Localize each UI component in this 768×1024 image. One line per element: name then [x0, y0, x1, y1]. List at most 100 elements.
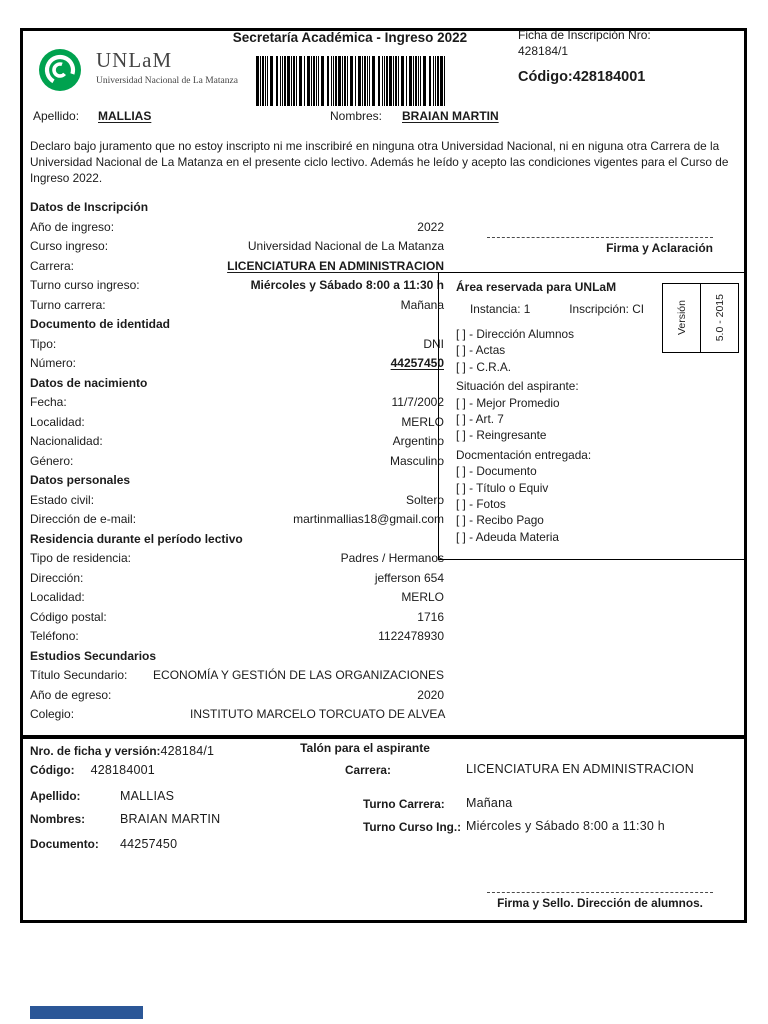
section-heading: Documento de identidad	[30, 317, 171, 331]
talon-turno-curso-label: Turno Curso Ing.:	[363, 820, 462, 834]
field-label: Tipo de residencia:	[30, 551, 131, 565]
unlam-logo-icon	[39, 49, 81, 91]
field-row: Dirección de e-mail: martinmallias18@gmai…	[30, 510, 444, 530]
field-row: Colegio: INSTITUTO MARCELO TORCUATO DE AL…	[30, 705, 446, 725]
field-label: Teléfono:	[30, 629, 79, 643]
talon-divider	[20, 735, 747, 739]
field-row: Dirección: jefferson 654	[30, 569, 444, 589]
field-label: Año de ingreso:	[30, 219, 115, 234]
field-label: Localidad:	[30, 414, 85, 429]
field-label: Fecha:	[30, 395, 67, 409]
field-label: Estado civil:	[30, 492, 95, 507]
field-row: Carrera: LICENCIATURA EN ADMINISTRACION	[30, 257, 444, 277]
field-label: Año de egreso:	[30, 687, 112, 702]
signature-line	[487, 229, 713, 238]
field-value: Masculino	[389, 453, 444, 468]
section-heading: Estudios Secundarios	[30, 648, 157, 663]
talon-nombres-label: Nombres:	[30, 812, 86, 826]
section-heading: Datos de Inscripción	[30, 200, 149, 214]
field-label: Código postal:	[30, 609, 107, 624]
field-row: Año de ingreso: 2022	[30, 218, 444, 238]
field-row: Turno carrera: Mañana	[30, 296, 444, 316]
field-value: INSTITUTO MARCELO TORCUATO DE ALVEAR	[190, 707, 446, 721]
field-value: ECONOMÍA Y GESTIÓN DE LAS ORGANIZACIONES	[153, 668, 444, 682]
section-heading: Residencia durante el período lectivo	[30, 531, 243, 546]
signature-line	[487, 884, 713, 893]
ficha-number-value: 428184/1	[518, 43, 569, 58]
field-label: Colegio:	[30, 707, 75, 721]
firma-aclaracion-label: Firma y Aclaración	[606, 241, 713, 255]
field-row: Género: Masculino	[30, 452, 444, 472]
reserved-area-heading: Área reservada para UNLaM	[456, 280, 617, 294]
version-box: Versión 5.0 - 2015	[662, 283, 739, 353]
checkbox-item: [ ] - Documento	[456, 464, 537, 479]
field-label: Género:	[30, 453, 74, 468]
apellido-value: MALLIAS	[98, 109, 152, 123]
field-row: Tipo de residencia: Padres / Hermanos	[30, 549, 444, 569]
talon-title: Talón para el aspirante	[300, 741, 430, 755]
field-label: Número:	[30, 356, 77, 370]
footer-accent-bar	[30, 1006, 143, 1019]
field-value: MERLO	[401, 414, 444, 429]
talon-documento-label: Documento:	[30, 837, 99, 851]
field-value: Argentino	[392, 434, 444, 448]
field-row: Fecha: 11/7/2002	[30, 393, 444, 413]
instancia-value: Instancia: 1	[470, 302, 531, 316]
field-value: martinmallias18@gmail.com	[293, 512, 444, 526]
field-label: Dirección de e-mail:	[30, 512, 137, 526]
logo-acronym: UNLaM	[96, 48, 173, 72]
reserved-area-box: Área reservada para UNLaM Instancia: 1 I…	[438, 272, 747, 560]
field-value: 11/7/2002	[391, 395, 445, 409]
version-label: Versión	[675, 300, 688, 336]
talon-turno-curso-value: Miércoles y Sábado 8:00 a 11:30 h	[466, 819, 665, 833]
field-value: Padres / Hermanos	[340, 551, 444, 565]
field-value: Miércoles y Sábado 8:00 a 11:30 h	[250, 278, 444, 292]
checkbox-item: [ ] - Mejor Promedio	[456, 395, 560, 410]
field-label: Turno carrera:	[30, 297, 106, 312]
talon-carrera-label: Carrera:	[345, 763, 391, 777]
field-row: Curso ingreso: Universidad Nacional de La…	[30, 237, 444, 257]
talon-carrera-value: LICENCIATURA EN ADMINISTRACION	[466, 762, 695, 776]
field-value: LICENCIATURA EN ADMINISTRACION	[227, 258, 444, 273]
field-value: 1122478930	[378, 629, 444, 643]
section-heading: Datos de nacimiento	[30, 375, 148, 390]
field-value: jefferson 654	[374, 570, 444, 585]
nombres-value: BRAIAN MARTIN	[402, 109, 499, 123]
talon-apellido-value: MALLIAS	[120, 789, 175, 803]
ficha-number-label: Ficha de Inscripción Nro:	[518, 28, 651, 42]
field-value: Mañana	[400, 297, 444, 312]
field-label: Dirección:	[30, 570, 84, 585]
nombres-label: Nombres:	[330, 109, 383, 123]
field-value: MERLO	[401, 590, 444, 604]
talon-codigo-value: 428184001	[90, 763, 155, 777]
checkbox-group-title: Situación del aspirante:	[456, 379, 579, 394]
talon-turno-carrera-label: Turno Carrera:	[363, 797, 445, 811]
checkbox-item: [ ] - Reingresante	[456, 428, 547, 443]
version-value: 5.0 - 2015	[713, 294, 726, 342]
checkbox-item: [ ] - Dirección Alumnos	[456, 327, 575, 341]
section-heading: Datos personales	[30, 473, 131, 487]
checkbox-item: [ ] - Adeuda Materia	[456, 529, 559, 544]
field-row: Código postal: 1716	[30, 608, 444, 628]
checkbox-group-title: Docmentación entregada:	[456, 447, 592, 462]
field-value: 2022	[417, 219, 444, 234]
talon-codigo-label: Código:	[30, 763, 75, 777]
talon-documento-value: 44257450	[120, 837, 178, 851]
talon-turno-carrera-value: Mañana	[466, 796, 513, 810]
field-label: Nacionalidad:	[30, 434, 103, 448]
checkbox-item: [ ] - Fotos	[456, 497, 506, 512]
field-value: Universidad Nacional de La Matanza	[247, 239, 444, 253]
field-value: 44257450	[390, 356, 444, 370]
inscripcion-value: Inscripción: CI	[569, 302, 645, 316]
field-label: Carrera:	[30, 258, 75, 273]
checkbox-item: [ ] - Título o Equiv	[456, 480, 549, 495]
field-row: Número: 44257450	[30, 354, 444, 374]
field-label: Título Secundario:	[30, 668, 128, 682]
field-row: Localidad: MERLO	[30, 588, 444, 608]
barcode	[256, 56, 451, 106]
field-label: Curso ingreso:	[30, 239, 109, 253]
checkbox-item: [ ] - C.R.A.	[456, 359, 512, 374]
checkbox-item: [ ] - Actas	[456, 343, 506, 358]
field-label: Turno curso ingreso:	[30, 278, 140, 292]
